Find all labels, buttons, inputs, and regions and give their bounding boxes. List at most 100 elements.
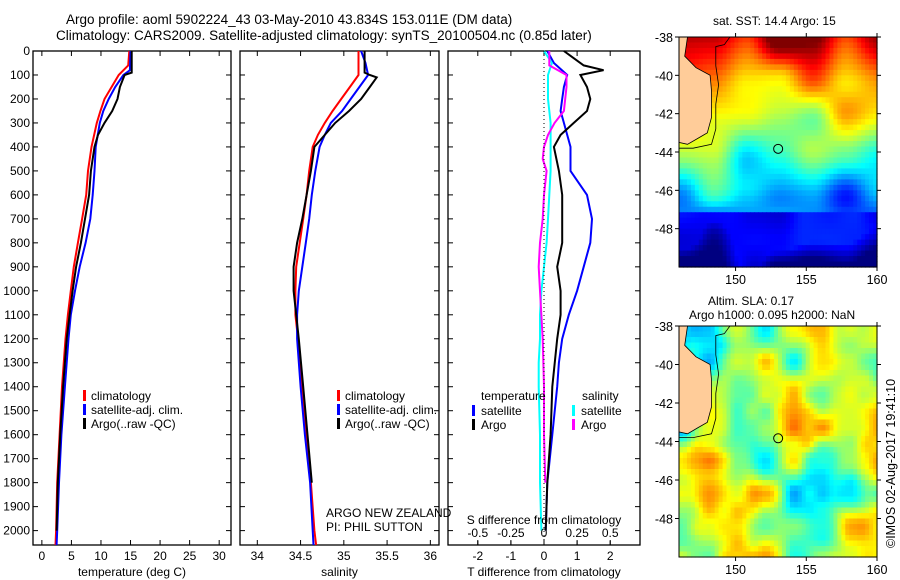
- map-cell: [825, 141, 831, 148]
- map-cell: [825, 458, 831, 465]
- map-cell: [679, 546, 684, 553]
- map-cell: [825, 375, 831, 382]
- map-cell: [778, 75, 783, 82]
- map-cell: [821, 42, 827, 49]
- map-cell: [778, 359, 783, 366]
- map-cell: [817, 135, 823, 142]
- map-cell: [754, 108, 759, 115]
- map-cell: [778, 179, 783, 186]
- map-cell: [770, 75, 775, 82]
- map-cell: [754, 135, 759, 142]
- map-cell: [686, 47, 692, 55]
- map-cell: [853, 102, 858, 109]
- map-cell: [746, 245, 751, 252]
- map-cell: [742, 124, 747, 131]
- map-cell: [706, 463, 712, 470]
- map-cell: [785, 485, 791, 492]
- map-cell: [857, 162, 862, 170]
- legend-label: Argo(..raw -QC): [345, 417, 430, 431]
- map-cell: [817, 190, 823, 197]
- map-cell: [762, 108, 767, 115]
- map-cell: [853, 130, 858, 137]
- map-cell: [714, 458, 720, 465]
- map-cell: [821, 47, 827, 55]
- map-cell: [821, 546, 827, 553]
- map-cell: [762, 223, 767, 230]
- map-cell: [793, 419, 799, 426]
- map-cell: [679, 430, 684, 437]
- map-cell: [738, 469, 743, 476]
- map-cell: [833, 152, 838, 159]
- map-cell: [825, 162, 831, 170]
- map-cell: [841, 436, 846, 443]
- map-cell: [710, 496, 716, 503]
- map-cell: [722, 261, 728, 268]
- map-cell: [797, 157, 803, 164]
- map-cell: [861, 75, 866, 82]
- map-cell: [829, 326, 835, 333]
- map-cell: [710, 97, 716, 104]
- map-cell: [805, 425, 811, 432]
- map-cell: [722, 119, 728, 126]
- map-cell: [801, 331, 807, 338]
- map-cell: [849, 179, 854, 186]
- map-cell: [805, 370, 811, 377]
- map-cell: [797, 386, 803, 393]
- map-cell: [754, 212, 759, 219]
- map-cell: [817, 75, 823, 82]
- map-cell: [734, 502, 739, 509]
- map-cell: [853, 108, 858, 115]
- map-cell: [682, 447, 688, 454]
- map-cell: [865, 353, 870, 360]
- map-cell: [849, 201, 854, 208]
- map-cell: [809, 190, 815, 197]
- map-cell: [861, 86, 866, 93]
- legend-swatch: [572, 419, 575, 430]
- map-cell: [849, 364, 854, 371]
- map-cell: [750, 250, 755, 257]
- map-cell: [829, 452, 835, 459]
- map-cell: [789, 469, 795, 476]
- map-cell: [718, 381, 724, 388]
- map-cell: [781, 331, 787, 338]
- map-cell: [746, 381, 751, 388]
- map-cell: [766, 469, 771, 476]
- map-cell: [869, 551, 874, 558]
- map-cell: [679, 496, 684, 503]
- map-cell: [710, 370, 716, 377]
- map-cell: [734, 375, 739, 382]
- map-cell: [829, 157, 835, 164]
- map-cell: [762, 234, 767, 241]
- map-cell: [813, 86, 819, 93]
- map-cell: [841, 261, 846, 268]
- map-cell: [821, 529, 827, 536]
- series-line-argo-raw-qc-: [55, 51, 133, 531]
- map-cell: [817, 261, 823, 268]
- map-cell: [825, 239, 831, 246]
- map-cell: [861, 502, 866, 509]
- map-cell: [829, 463, 835, 470]
- map-cell: [742, 403, 747, 410]
- map-cell: [710, 546, 716, 553]
- map-cell: [805, 64, 811, 71]
- map-cell: [750, 364, 755, 371]
- map-cell: [833, 364, 838, 371]
- map-cell: [861, 551, 866, 558]
- map-cell: [869, 195, 874, 202]
- map-cell: [845, 386, 850, 393]
- map-cell: [813, 496, 819, 503]
- map-cell: [742, 485, 747, 492]
- map-cell: [730, 469, 736, 476]
- map-cell: [734, 326, 739, 333]
- map-cell: [698, 496, 704, 503]
- map-cell: [873, 524, 878, 531]
- map-cell: [829, 201, 835, 208]
- map-cell: [849, 326, 854, 333]
- map-cell: [833, 491, 838, 498]
- map-cell: [754, 157, 759, 164]
- map-cell: [770, 381, 775, 388]
- map-cell: [758, 430, 763, 437]
- map-cell: [742, 364, 747, 371]
- map-cell: [734, 42, 739, 49]
- map-cell: [730, 130, 736, 137]
